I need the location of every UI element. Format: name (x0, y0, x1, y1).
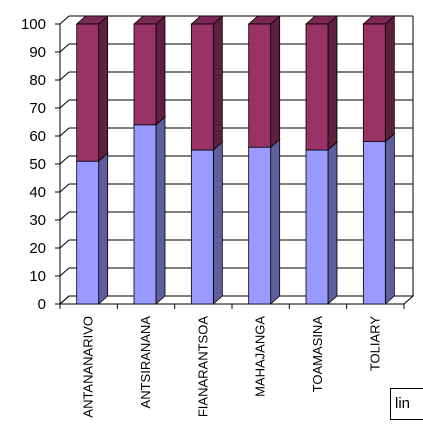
y-tick-label: 0 (38, 296, 46, 313)
bars (75, 15, 396, 305)
x-tick-label: TOAMASINA (310, 316, 325, 393)
bar-segment (305, 149, 329, 305)
x-tick-label: MAHAJANGA (253, 316, 268, 397)
y-tick-label: 10 (29, 268, 46, 285)
grid-lines (59, 15, 413, 305)
grid-diagonal (59, 43, 70, 53)
legend: lin (390, 388, 423, 420)
bar-side (270, 15, 281, 149)
bar-side (384, 132, 395, 305)
y-tick-label: 70 (29, 100, 46, 117)
grid-diagonal (59, 71, 70, 81)
y-tick-label: 40 (29, 184, 46, 201)
bar-side (212, 15, 223, 151)
x-tick-label: TOLIARY (367, 316, 382, 371)
grid-diagonal (59, 127, 70, 137)
grid-diagonal (59, 239, 70, 249)
bar-side (98, 15, 109, 163)
bar-segment (190, 149, 214, 305)
bar-side (98, 152, 109, 305)
grid-diagonal (59, 211, 70, 221)
y-tick-labels: 0 10 20 30 40 50 60 70 80 90 100 (21, 16, 46, 313)
bar-side (155, 115, 166, 305)
y-tick-label: 20 (29, 240, 46, 257)
y-tick-label: 80 (29, 72, 46, 89)
grid-diagonal (59, 183, 70, 193)
bar-segment (362, 141, 386, 305)
x-tick-label: FIANARANTSOA (195, 316, 210, 417)
legend-label: lin (395, 395, 411, 412)
bar-segment (190, 23, 214, 151)
bar-segment (76, 23, 100, 162)
bar-side (327, 141, 338, 305)
bar-side (384, 15, 395, 143)
bar-segment (362, 23, 386, 142)
bar-segment (305, 23, 329, 151)
bar-segment (133, 124, 157, 305)
x-tick-label: ANTANANARIVO (81, 316, 96, 418)
x-tick-label: ANTSIRANANA (138, 316, 153, 409)
y-tick-label: 50 (29, 156, 46, 173)
bar-segment (248, 146, 272, 305)
bar-segment (248, 23, 272, 148)
bar-segment (76, 160, 100, 305)
bar-side (212, 141, 223, 305)
chart-floor (58, 295, 415, 305)
grid-diagonal (59, 15, 70, 25)
x-tick-labels: ANTANANARIVO ANTSIRANANA FIANARANTSOA MAHAJ… (81, 316, 383, 418)
grid-diagonal (59, 155, 70, 165)
y-tick-label: 90 (29, 44, 46, 61)
bar-side (327, 15, 338, 151)
bar-side (270, 138, 281, 305)
bar-side (155, 15, 166, 126)
y-tick-label: 30 (29, 212, 46, 229)
bar-segment (133, 23, 157, 126)
axes (55, 16, 415, 309)
grid-diagonal (59, 267, 70, 277)
y-tick-label: 100 (21, 16, 46, 33)
grid-diagonal (59, 99, 70, 109)
y-tick-label: 60 (29, 128, 46, 145)
